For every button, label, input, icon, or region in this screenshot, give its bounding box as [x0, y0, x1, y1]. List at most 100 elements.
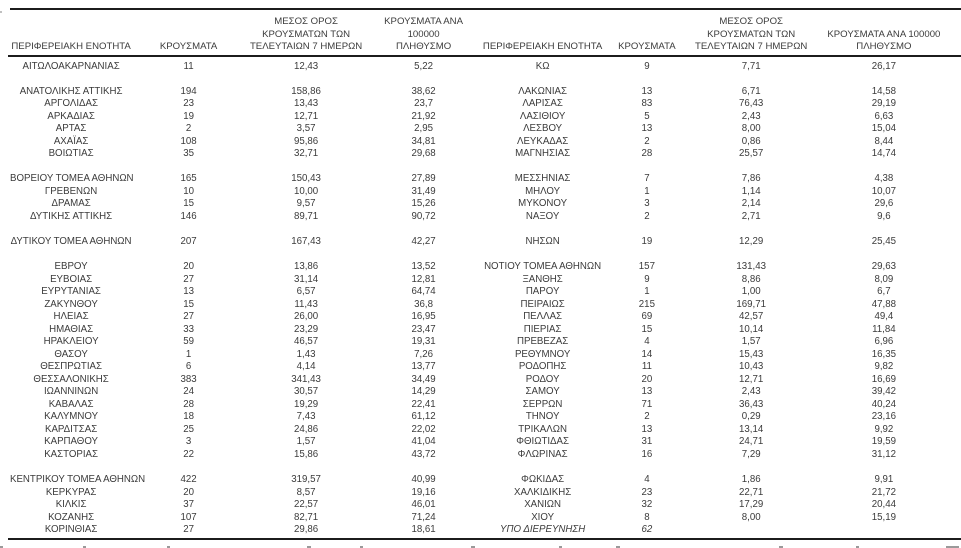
- table-row: ΦΛΩΡΙΝΑΣ 16 7,29 31,12: [481, 449, 955, 462]
- avg7-cell: 4,14: [296, 361, 316, 373]
- region-cell: ΤΡΙΚΑΛΩΝ: [518, 423, 567, 435]
- avg7-cell: 0,86: [741, 135, 761, 147]
- table-row: ΑΝΑΤΟΛΙΚΗΣ ΑΤΤΙΚΗΣ 194 158,86 38,62: [10, 86, 480, 99]
- avg7-cell: 11,43: [294, 298, 318, 310]
- region-cell: ΜΑΓΝΗΣΙΑΣ: [515, 148, 571, 160]
- cases-cell: 16: [641, 448, 653, 460]
- table-row: ΦΩΚΙΔΑΣ 4 1,86 9,91: [481, 474, 955, 487]
- cases-cell: 32: [641, 499, 653, 511]
- avg7-cell: 7,86: [741, 173, 761, 185]
- table-row: ΤΗΝΟΥ 2 0,29 23,16: [481, 411, 955, 424]
- avg7-cell: 169,71: [736, 298, 766, 310]
- avg7-cell: 24,86: [293, 423, 319, 435]
- cases-cell: [604, 161, 689, 174]
- table-row: ΔΥΤΙΚΗΣ ΑΤΤΙΚΗΣ 146 89,71 90,72: [10, 211, 480, 224]
- avg7-cell: 6,57: [296, 286, 316, 298]
- region-cell: ΒΟΙΩΤΙΑΣ: [48, 148, 94, 160]
- cases-cell: 59: [183, 336, 194, 348]
- avg7-cell: 8,86: [741, 273, 761, 285]
- avg7-cell: 29,86: [293, 524, 319, 536]
- region-cell: ΠΕΛΛΑΣ: [523, 311, 563, 323]
- per100k-cell: 16,69: [871, 373, 896, 385]
- avg7-cell: 23,29: [293, 323, 319, 335]
- region-cell: ΖΑΚΥΝΘΟΥ: [44, 298, 98, 310]
- region-cell: ΑΙΤΩΛΟΑΚΑΡΝΑΝΙΑΣ: [22, 60, 120, 72]
- per100k-cell: 13,77: [411, 361, 436, 373]
- per100k-cell: 13,52: [411, 261, 436, 272]
- per100k-cell: 41,04: [411, 436, 436, 448]
- table-row: ΡΟΔΟΥ 20 12,71 16,69: [481, 374, 955, 387]
- per100k-cell: 90,72: [411, 210, 436, 222]
- header-avg-7-days: ΜΕΣΟΣ ΟΡΟΣ ΚΡΟΥΣΜΑΤΩΝ ΤΩΝ ΤΕΛΕΥΤΑΙΩΝ 7 Η…: [695, 16, 808, 52]
- per100k-cell: [813, 161, 955, 174]
- table-row: ΖΑΚΥΝΘΟΥ 15 11,43 36,8: [10, 299, 480, 312]
- per100k-cell: 7,26: [414, 348, 433, 360]
- region-cell: ΛΑΡΙΣΑΣ: [522, 98, 563, 110]
- region-cell: ΚΩ: [535, 60, 550, 72]
- region-cell: ΚΙΛΚΙΣ: [55, 499, 87, 511]
- table-row-spacer: [481, 73, 955, 86]
- table-row: ΧΙΟΥ 8 8,00 15,19: [481, 512, 955, 525]
- avg7-cell: 10,00: [293, 185, 319, 197]
- table-row: ΗΛΕΙΑΣ 27 26,00 16,95: [10, 311, 480, 324]
- table-row: ΘΕΣΠΡΩΤΙΑΣ 6 4,14 13,77: [10, 361, 480, 374]
- region-cell: ΦΛΩΡΙΝΑΣ: [517, 448, 568, 460]
- table-header-row: ΠΕΡΙΦΕΡΕΙΑΚΗ ΕΝΟΤΗΤΑ ΚΡΟΥΣΜΑΤΑ ΜΕΣΟΣ ΟΡΟ…: [481, 12, 955, 53]
- avg7-cell: [245, 248, 367, 261]
- table-row-spacer: [481, 248, 955, 261]
- avg7-cell: 131,43: [736, 261, 766, 272]
- table-row: ΑΡΓΟΛΙΔΑΣ 23 13,43 23,7: [10, 98, 480, 111]
- table-row: ΛΑΡΙΣΑΣ 83 76,43 29,19: [481, 98, 955, 111]
- cropped-text-mark: [307, 545, 311, 548]
- region-cell: ΜΥΚΟΝΟΥ: [518, 198, 568, 210]
- cases-cell: 7: [644, 173, 650, 185]
- cases-cell: 4: [644, 336, 650, 348]
- avg7-cell: 22,57: [293, 499, 319, 511]
- avg7-cell: 32,71: [293, 148, 319, 160]
- per100k-cell: 31,49: [411, 185, 436, 197]
- region-cell: [10, 248, 132, 261]
- region-cell: [10, 223, 132, 236]
- region-cell: ΦΩΚΙΔΑΣ: [521, 474, 565, 486]
- cases-cell: 157: [638, 261, 655, 272]
- per100k-cell: 15,26: [411, 198, 436, 210]
- table-row: ΘΕΣΣΑΛΟΝΙΚΗΣ 383 341,43 34,49: [10, 374, 480, 387]
- per100k-cell: 26,17: [871, 60, 896, 72]
- region-cell: ΡΕΘΥΜΝΟΥ: [514, 348, 571, 360]
- table-row: ΑΡΚΑΔΙΑΣ 19 12,71 21,92: [10, 111, 480, 124]
- avg7-cell: 24,71: [739, 436, 764, 448]
- cases-cell: 13: [641, 123, 653, 135]
- per100k-cell: 21,92: [411, 110, 436, 122]
- per100k-cell: 15,04: [871, 123, 896, 135]
- cases-cell: 19: [183, 110, 194, 122]
- table-row: ΚΩ 9 7,71 26,17: [481, 61, 955, 74]
- table-row-spacer: [481, 462, 955, 475]
- table-row: ΒΟΡΕΙΟΥ ΤΟΜΕΑ ΑΘΗΝΩΝ 165 150,43 27,89: [10, 173, 480, 186]
- region-cell: ΜΕΣΣΗΝΙΑΣ: [514, 173, 571, 185]
- table-row: ΑΧΑΪΑΣ 108 95,86 34,81: [10, 136, 480, 149]
- per100k-cell: 15,19: [871, 511, 896, 523]
- cases-cell: 20: [183, 261, 194, 272]
- per100k-cell: 9,6: [877, 210, 891, 222]
- region-cell: ΠΡΕΒΕΖΑΣ: [517, 336, 569, 348]
- per100k-cell: 22,41: [411, 398, 436, 410]
- cases-cell: 18: [183, 411, 194, 423]
- table-row: ΣΑΜΟΥ 13 2,43 39,42: [481, 386, 955, 399]
- region-cell: [481, 462, 604, 475]
- cases-cell: 27: [183, 273, 194, 285]
- region-cell: ΠΕΙΡΑΙΩΣ: [520, 298, 565, 310]
- cases-cell: 33: [183, 323, 194, 335]
- avg7-cell: 1,57: [296, 436, 316, 448]
- cropped-text-mark: [360, 545, 363, 548]
- avg7-cell: 22,71: [739, 486, 764, 498]
- region-cell: ΜΗΛΟΥ: [525, 185, 561, 197]
- cases-cell: 27: [183, 311, 194, 323]
- per100k-cell: 19,16: [411, 486, 436, 498]
- table-row: ΠΕΙΡΑΙΩΣ 215 169,71 47,88: [481, 299, 955, 312]
- region-cell: ΚΕΡΚΥΡΑΣ: [45, 486, 97, 498]
- cases-cell: 11: [183, 60, 194, 72]
- per100k-cell: [367, 248, 480, 261]
- cases-cell: 13: [641, 85, 653, 97]
- table-row: ΠΙΕΡΙΑΣ 15 10,14 11,84: [481, 324, 955, 337]
- region-cell: ΝΑΞΟΥ: [525, 210, 560, 222]
